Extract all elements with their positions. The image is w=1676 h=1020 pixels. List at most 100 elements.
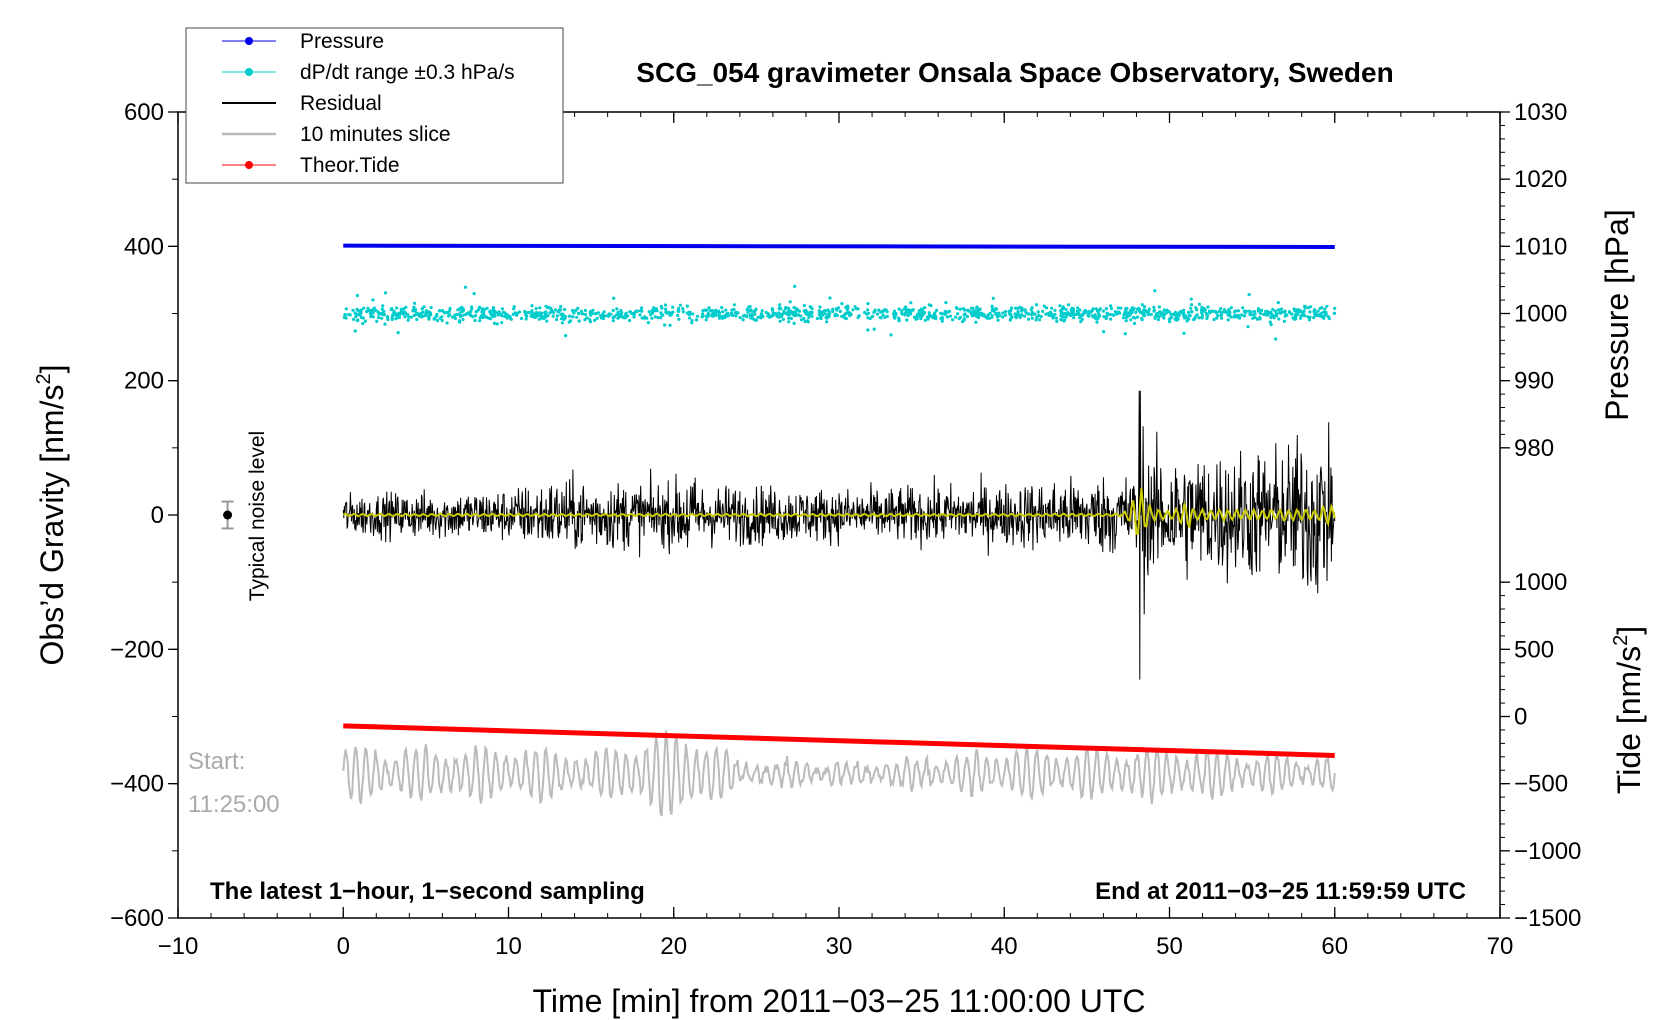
dpdt-point — [463, 285, 468, 289]
dpdt-point — [875, 312, 880, 316]
dpdt-point — [1059, 314, 1063, 318]
dpdt-point — [1267, 310, 1271, 314]
dpdt-point — [1314, 313, 1318, 318]
dpdt-point — [500, 307, 504, 311]
dpdt-point — [694, 318, 699, 322]
dpdt-point — [1258, 311, 1262, 315]
dpdt-point — [787, 306, 791, 310]
dpdt-point — [866, 328, 870, 332]
dpdt-point — [1282, 310, 1286, 314]
dpdt-point — [1072, 316, 1076, 320]
dpdt-point — [659, 316, 663, 320]
dpdt-point — [461, 307, 465, 311]
dpdt-point — [372, 306, 376, 310]
series-layer — [342, 243, 1337, 817]
dpdt-point — [817, 310, 822, 314]
dpdt-point — [1308, 315, 1312, 319]
dpdt-point — [593, 318, 597, 322]
dpdt-point — [441, 309, 445, 313]
dpdt-point — [596, 311, 601, 315]
dpdt-point — [806, 320, 810, 324]
dpdt-point — [1228, 310, 1232, 314]
x-tick-label: 70 — [1487, 933, 1514, 960]
dpdt-point — [505, 316, 509, 320]
dpdt-point — [717, 311, 722, 315]
y-left-tick-label: 600 — [124, 99, 164, 126]
dpdt-point — [1095, 320, 1099, 324]
dpdt-point — [1125, 315, 1130, 319]
y-left-label-sup: 2 — [33, 373, 55, 384]
residual-line — [342, 390, 1336, 680]
dpdt-point — [382, 313, 386, 317]
dpdt-point — [495, 322, 499, 326]
dpdt-point — [700, 315, 704, 319]
dpdt-point — [1183, 316, 1187, 320]
dpdt-point — [1216, 313, 1220, 318]
legend-entry-dpdt: dP/dt range ±0.3 hPa/s — [222, 61, 515, 84]
dpdt-point — [1223, 308, 1227, 312]
dpdt-point — [678, 303, 683, 307]
dpdt-point — [821, 310, 825, 314]
dpdt-point — [970, 314, 974, 318]
dpdt-point — [954, 315, 958, 319]
dpdt-point — [656, 316, 660, 320]
dpdt-point — [1090, 309, 1094, 313]
dpdt-point — [654, 307, 658, 311]
dpdt-point — [553, 308, 558, 312]
dpdt-point — [1268, 320, 1272, 324]
dpdt-point — [948, 314, 953, 318]
dpdt-point — [1219, 307, 1223, 311]
dpdt-point — [544, 304, 548, 308]
dpdt-point — [1165, 308, 1169, 312]
dpdt-point — [778, 319, 782, 323]
dpdt-point — [872, 327, 876, 331]
dpdt-point — [560, 321, 565, 325]
dpdt-point — [551, 314, 555, 318]
dpdt-point — [583, 308, 588, 313]
dpdt-point — [844, 317, 848, 321]
dpdt-point — [517, 310, 522, 314]
dpdt-point — [1155, 312, 1159, 316]
dpdt-point — [665, 311, 669, 315]
dpdt-point — [866, 308, 870, 312]
dpdt-point — [1061, 305, 1065, 309]
dpdt-point — [412, 313, 416, 318]
dpdt-point — [951, 318, 955, 322]
dpdt-point — [369, 314, 373, 319]
dpdt-point — [650, 316, 654, 320]
dpdt-point — [1142, 310, 1146, 314]
dpdt-point — [997, 311, 1001, 315]
dpdt-point — [921, 312, 926, 316]
dpdt-point — [649, 313, 653, 317]
dpdt-point — [1236, 315, 1241, 319]
dpdt-point — [1186, 310, 1190, 314]
y-left-label-main: Obs’d Gravity [nm/s — [34, 385, 70, 666]
dpdt-point — [940, 319, 944, 323]
dpdt-point — [645, 316, 649, 320]
dpdt-point — [595, 316, 599, 320]
dpdt-point — [927, 303, 931, 307]
dpdt-point — [1224, 310, 1228, 314]
dpdt-point — [500, 321, 504, 325]
dpdt-point — [778, 303, 782, 307]
dpdt-point — [577, 319, 581, 323]
x-tick-label: 0 — [337, 933, 350, 960]
dpdt-point — [352, 317, 356, 321]
dpdt-point — [820, 313, 825, 317]
dpdt-point — [397, 315, 401, 319]
dpdt-point — [866, 302, 870, 306]
dpdt-point — [1042, 304, 1046, 308]
dpdt-point — [677, 309, 681, 313]
dpdt-point — [721, 316, 725, 320]
legend-entry-slice: 10 minutes slice — [222, 123, 451, 146]
dpdt-point — [825, 314, 829, 318]
dpdt-point — [1253, 316, 1257, 320]
dpdt-point — [1212, 317, 1216, 322]
dpdt-point — [615, 307, 619, 311]
dpdt-point — [1020, 309, 1024, 313]
dpdt-point — [471, 315, 475, 319]
tide-tick-label: 500 — [1514, 636, 1554, 663]
dpdt-point — [389, 308, 393, 312]
dpdt-point — [581, 312, 585, 316]
residual-filtered-line — [342, 487, 1336, 535]
